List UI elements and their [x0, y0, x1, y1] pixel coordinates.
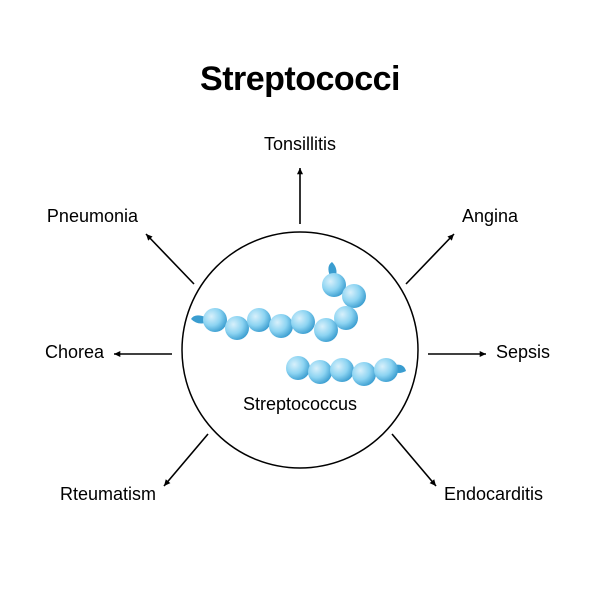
arrow [164, 434, 208, 486]
disease-label-0: Tonsillitis [264, 134, 336, 154]
disease-label-4: Rteumatism [60, 484, 156, 504]
coccus-1-1 [342, 284, 366, 308]
arrow [392, 434, 436, 486]
disease-label-6: Pneumonia [47, 206, 139, 226]
arrow [297, 168, 303, 224]
center-label: Streptococcus [243, 394, 357, 414]
coccus-2-0 [286, 356, 310, 380]
disease-label-1: Angina [462, 206, 519, 226]
coccus-0-0 [203, 308, 227, 332]
coccus-0-4 [291, 310, 315, 334]
coccus-0-1 [225, 316, 249, 340]
streptococci-diagram: Streptococcus Tonsillitis Angina Sepsis Endo… [0, 0, 600, 600]
disease-label-2: Sepsis [496, 342, 550, 362]
coccus-1-2 [334, 306, 358, 330]
arrow [406, 234, 454, 284]
coccus-0-3 [269, 314, 293, 338]
bacteria-circle [182, 232, 418, 468]
coccus-0-2 [247, 308, 271, 332]
arrow [428, 351, 486, 357]
coccus-1-3 [314, 318, 338, 342]
arrow [146, 234, 194, 284]
coccus-2-2 [330, 358, 354, 382]
coccus-2-3 [352, 362, 376, 386]
arrow [114, 351, 172, 357]
coccus-2-4 [374, 358, 398, 382]
disease-label-5: Chorea [45, 342, 105, 362]
coccus-2-1 [308, 360, 332, 384]
disease-label-3: Endocarditis [444, 484, 543, 504]
